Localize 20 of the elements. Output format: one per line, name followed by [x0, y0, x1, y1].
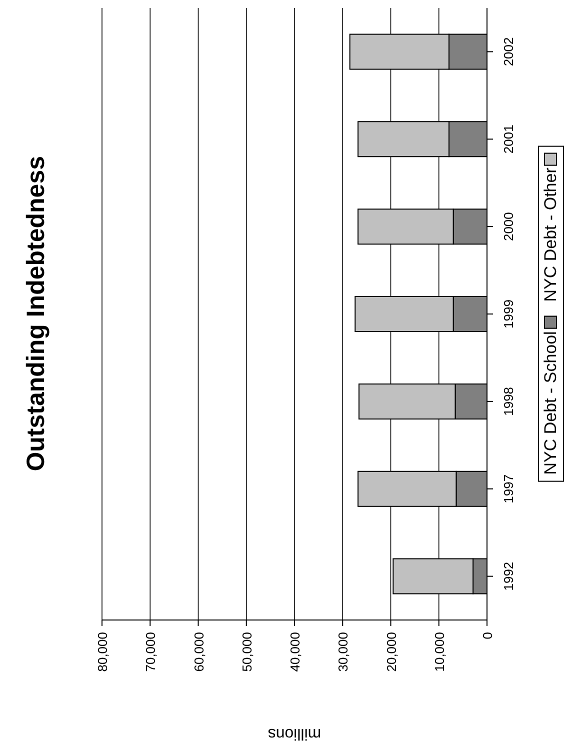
legend-label: NYC Debt - Other [541, 168, 561, 302]
x-tick-label: 30,000 [336, 632, 351, 672]
y-tick-label: 1992 [501, 562, 516, 591]
x-tick-label: 60,000 [191, 632, 206, 672]
y-tick-label: 1998 [501, 386, 516, 416]
y-tick-label: 1997 [501, 474, 516, 504]
x-axis-title: millions [268, 725, 322, 742]
text: Outstanding Indebtedness [22, 156, 51, 472]
x-tick-label: 70,000 [143, 632, 158, 672]
x-tick-label: 10,000 [432, 632, 447, 672]
legend-label: NYC Debt - School [541, 331, 561, 475]
x-tick-label: 20,000 [384, 632, 399, 672]
x-tick-label: 80,000 [95, 632, 110, 672]
y-tick-label: 2000 [501, 212, 516, 242]
y-tick-label: 2001 [501, 124, 516, 154]
y-tick-label: 2002 [501, 37, 516, 66]
x-tick-label: 50,000 [239, 632, 254, 672]
y-tick-label: 1999 [501, 300, 516, 328]
x-tick-label: 40,000 [288, 632, 302, 672]
x-tick-label: 0 [480, 632, 495, 640]
